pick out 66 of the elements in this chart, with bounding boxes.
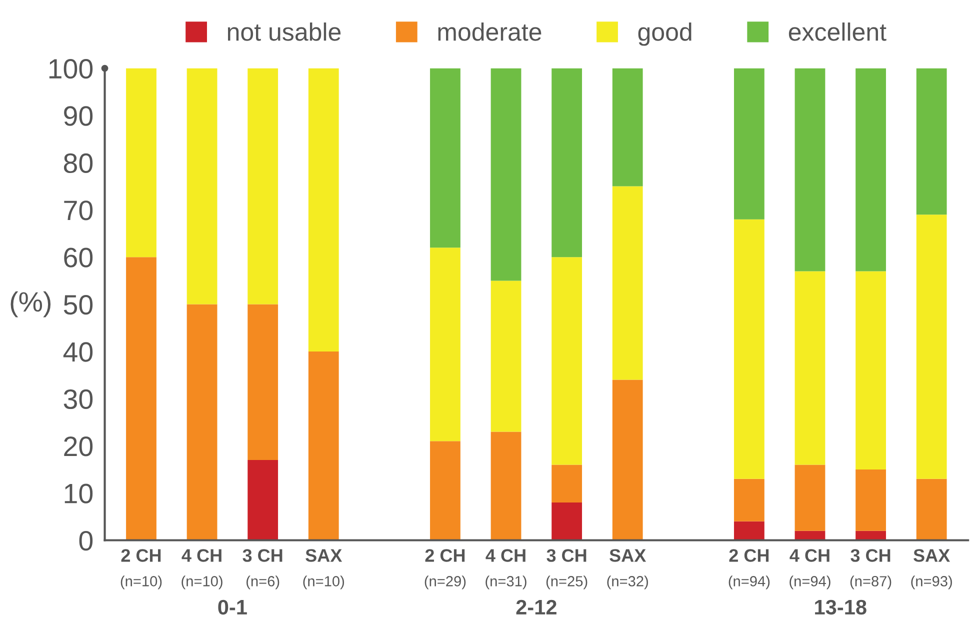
bar bbox=[794, 68, 826, 272]
category-label: 2 CH (n=10) bbox=[120, 549, 162, 590]
bar bbox=[734, 68, 764, 220]
bar bbox=[430, 441, 460, 540]
bar bbox=[308, 351, 339, 540]
bar bbox=[430, 68, 460, 248]
category-label: 3 CH (n=6) bbox=[242, 549, 282, 590]
bar bbox=[794, 271, 826, 465]
text: 0-1 bbox=[218, 600, 247, 615]
bar bbox=[856, 68, 886, 272]
category-label: 4 CH (n=94) bbox=[790, 549, 830, 590]
y-tick-label: 10 bbox=[64, 484, 93, 504]
category-label: 2 CH (n=29) bbox=[424, 549, 466, 590]
bar bbox=[916, 478, 947, 540]
bar bbox=[856, 271, 886, 470]
category-label: 4 CH (n=31) bbox=[486, 549, 526, 590]
y-tick-label: 40 bbox=[63, 342, 93, 362]
category-label: 2 CH (n=94) bbox=[728, 549, 770, 590]
y-tick-label: 70 bbox=[64, 200, 93, 220]
bar bbox=[612, 380, 643, 540]
y-tick-label: 80 bbox=[64, 153, 93, 174]
y-tick-label: 60 bbox=[64, 248, 93, 268]
bar bbox=[552, 464, 582, 503]
category-label: SAX (n=32) bbox=[607, 549, 648, 590]
y-tick-label: 50 bbox=[64, 294, 93, 315]
legend-label: good bbox=[638, 22, 692, 46]
bar bbox=[248, 304, 278, 460]
category-label: SAX (n=93) bbox=[911, 549, 952, 590]
bar bbox=[248, 68, 278, 304]
y-axis-title: (%) bbox=[10, 291, 51, 318]
bar bbox=[430, 248, 460, 442]
bar bbox=[734, 219, 764, 479]
bar bbox=[308, 68, 339, 352]
bar bbox=[612, 186, 643, 380]
bar bbox=[490, 280, 522, 432]
bar bbox=[734, 521, 764, 540]
bar bbox=[490, 68, 522, 281]
y-tick-label: 20 bbox=[64, 436, 93, 456]
bar bbox=[794, 464, 826, 531]
bar bbox=[612, 68, 643, 186]
bar bbox=[126, 257, 156, 540]
bar bbox=[734, 478, 764, 522]
y-tick-label: 100 bbox=[49, 58, 93, 79]
category-label: SAX (n=10) bbox=[303, 549, 344, 590]
category-label: 4 CH (n=10) bbox=[182, 549, 222, 590]
bar bbox=[916, 68, 947, 215]
bar bbox=[186, 68, 218, 304]
bar bbox=[552, 68, 582, 258]
bar bbox=[490, 432, 522, 540]
y-tick-label: 90 bbox=[64, 106, 93, 126]
bar bbox=[186, 304, 218, 540]
bar bbox=[126, 68, 156, 258]
category-label: 3 CH (n=87) bbox=[850, 549, 892, 590]
bar bbox=[916, 214, 947, 479]
text: 2-12 bbox=[516, 600, 556, 614]
legend-label: moderate bbox=[438, 22, 542, 41]
y-tick-label: 30 bbox=[64, 389, 93, 410]
y-tick-label: 0 bbox=[79, 530, 93, 551]
bar bbox=[552, 257, 582, 465]
legend-label: excellent bbox=[788, 22, 886, 41]
legend-label: not usable bbox=[228, 22, 341, 41]
text: 13-18 bbox=[815, 600, 866, 615]
bar bbox=[856, 469, 886, 531]
category-label: 3 CH (n=25) bbox=[546, 549, 588, 590]
bar bbox=[248, 460, 278, 540]
bar bbox=[552, 502, 582, 540]
